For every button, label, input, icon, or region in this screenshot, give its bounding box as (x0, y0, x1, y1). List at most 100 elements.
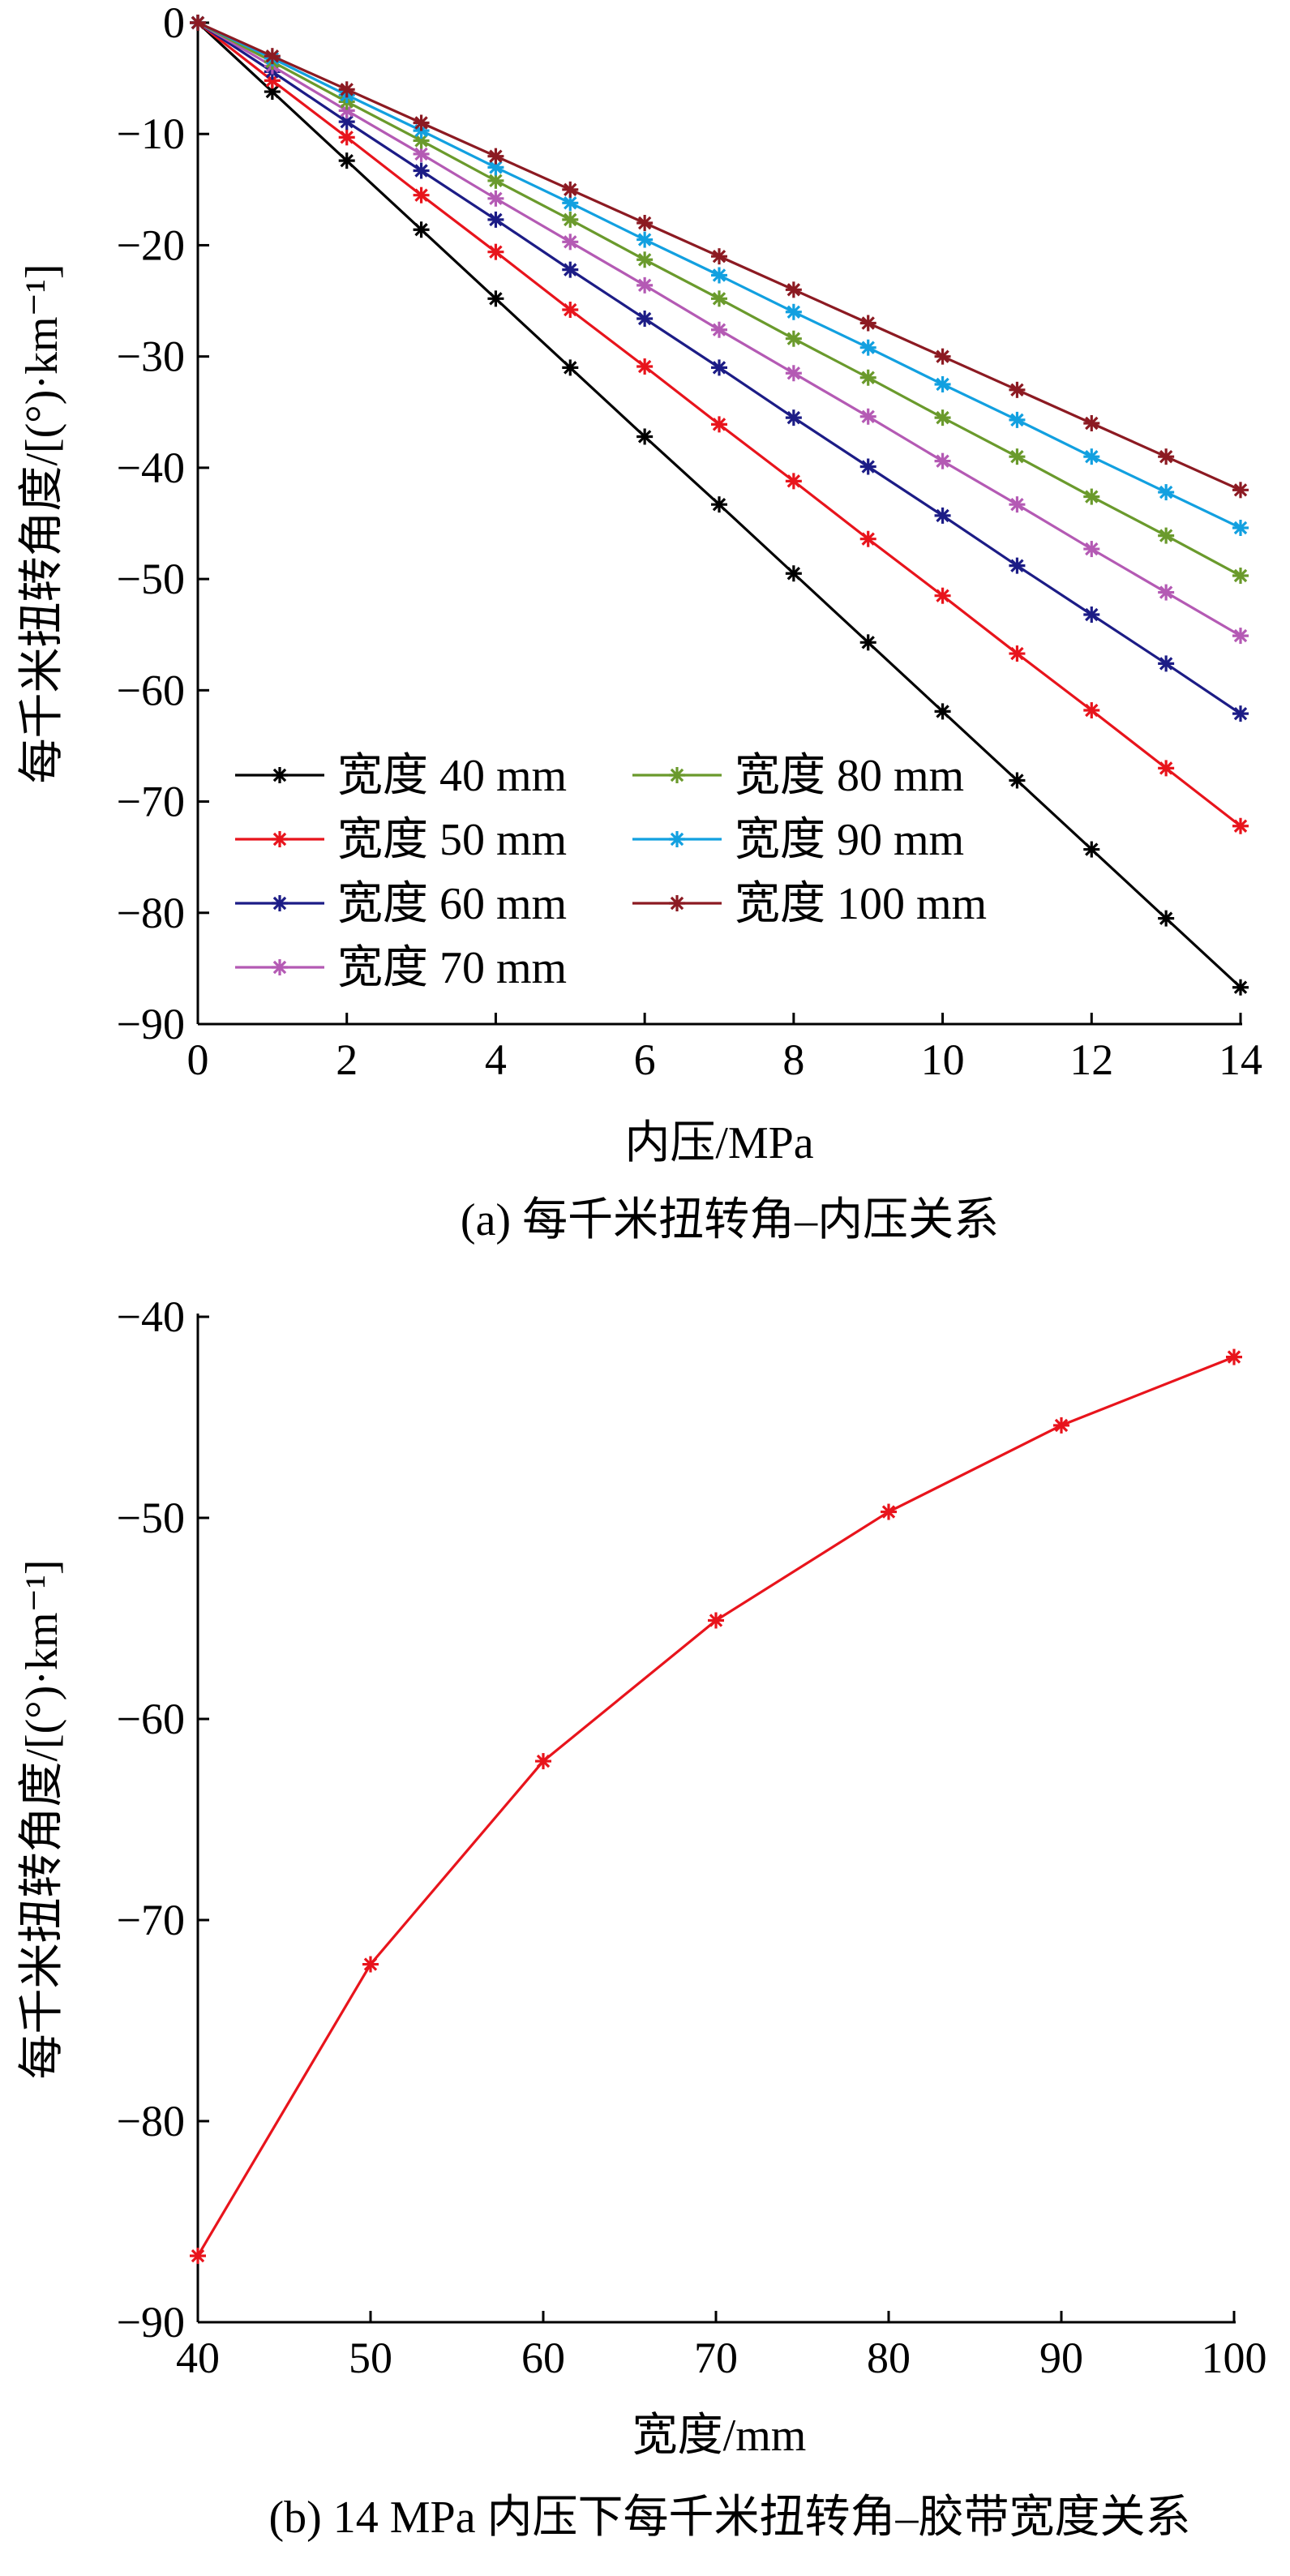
series-7 (190, 15, 1249, 499)
legend-marker (272, 959, 288, 975)
data-point (785, 473, 802, 490)
data-point (859, 315, 876, 332)
data-point (338, 129, 355, 146)
data-point (934, 409, 951, 426)
data-point (1009, 496, 1026, 513)
y-tick-label: −60 (117, 1695, 185, 1743)
data-point (636, 276, 654, 294)
legend-item: 宽度 60 mm (235, 879, 567, 929)
x-axis-title: 宽度/mm (632, 2411, 807, 2461)
data-point (487, 211, 504, 228)
data-point (711, 359, 727, 376)
legend-label: 宽度 90 mm (735, 815, 964, 865)
legend-marker (272, 895, 288, 911)
series-3 (190, 15, 1249, 722)
data-point (934, 587, 951, 604)
series-line (196, 1356, 1235, 2257)
data-point (190, 2248, 206, 2265)
x-tick-label: 40 (176, 2334, 220, 2382)
y-tick-label: −80 (117, 889, 185, 937)
x-tick-label: 8 (782, 1035, 804, 1084)
data-point (487, 172, 504, 189)
y-axis-title: 每千米扭转角度/[(°)·km⁻¹] (17, 264, 67, 783)
data-point (636, 251, 654, 268)
legend-label: 宽度 80 mm (735, 751, 964, 801)
data-point (934, 703, 951, 720)
figure-caption: (b) 14 MPa 内压下每千米扭转角–胶带宽度关系 (268, 2492, 1190, 2543)
data-point (636, 358, 654, 375)
data-point (859, 634, 876, 651)
y-tick-label: −90 (117, 1000, 185, 1048)
data-point (785, 409, 802, 426)
y-tick-label: −90 (117, 2298, 185, 2347)
data-point (413, 221, 430, 238)
data-point (1232, 567, 1249, 584)
y-tick-label: −30 (117, 332, 185, 381)
y-axis-title: 每千米扭转角度/[(°)·km⁻¹] (17, 1559, 67, 2079)
data-point (1083, 488, 1100, 505)
data-point (859, 339, 876, 356)
legend-item: 宽度 70 mm (235, 943, 567, 993)
series-4 (190, 15, 1249, 645)
data-point (934, 348, 951, 365)
legend-marker (669, 895, 685, 911)
data-point (934, 452, 951, 469)
data-point (362, 1956, 379, 1973)
data-point (785, 303, 802, 320)
data-point (711, 496, 727, 513)
data-point (1083, 841, 1100, 858)
x-tick-label: 4 (485, 1035, 507, 1084)
legend-item: 宽度 100 mm (632, 879, 987, 929)
legend-item: 宽度 90 mm (632, 815, 964, 865)
data-point (413, 132, 430, 149)
data-point (1083, 448, 1100, 465)
y-tick-label: −40 (117, 1292, 185, 1341)
data-point (487, 190, 504, 207)
data-point (785, 365, 802, 382)
y-tick-label: −20 (117, 221, 185, 269)
data-point (1158, 655, 1175, 672)
series-1 (190, 1348, 1242, 2265)
x-tick-label: 10 (921, 1035, 965, 1084)
data-point (562, 195, 579, 212)
y-tick-label: −60 (117, 666, 185, 714)
legend-marker (669, 831, 685, 847)
x-tick-label: 14 (1219, 1035, 1262, 1084)
x-axis-title: 内压/MPa (624, 1118, 813, 1168)
x-tick-label: 60 (521, 2334, 565, 2382)
data-point (413, 114, 430, 131)
data-point (1232, 482, 1249, 499)
data-point (934, 375, 951, 392)
y-tick-label: −40 (117, 444, 185, 492)
data-point (1232, 519, 1249, 536)
data-point (487, 148, 504, 165)
data-point (1232, 979, 1249, 996)
data-point (535, 1753, 551, 1770)
data-point (1158, 760, 1175, 777)
data-point (1009, 557, 1026, 574)
data-point (708, 1612, 724, 1629)
data-point (487, 290, 504, 307)
data-point (636, 311, 654, 328)
y-tick-label: −50 (117, 555, 185, 603)
data-point (338, 152, 355, 169)
legend-marker (272, 767, 288, 783)
data-point (1226, 1348, 1242, 1365)
x-tick-label: 100 (1202, 2334, 1267, 2382)
y-tick-label: −70 (117, 1896, 185, 1944)
data-point (413, 162, 430, 179)
x-tick-label: 6 (634, 1035, 656, 1084)
data-point (487, 243, 504, 260)
data-point (785, 281, 802, 298)
x-tick-label: 50 (349, 2334, 392, 2382)
legend-marker (669, 767, 685, 783)
legend-label: 宽度 70 mm (337, 943, 567, 993)
legend-label: 宽度 100 mm (735, 879, 987, 929)
data-point (1232, 817, 1249, 834)
data-point (859, 458, 876, 475)
data-point (1009, 448, 1026, 465)
data-point (1158, 448, 1175, 465)
chart-b: 40 50 60 70 80 90 100 −40 −50 −60 −70 −80 −90 宽度/mm 每千… (17, 1292, 1267, 2543)
data-point (1083, 415, 1100, 431)
